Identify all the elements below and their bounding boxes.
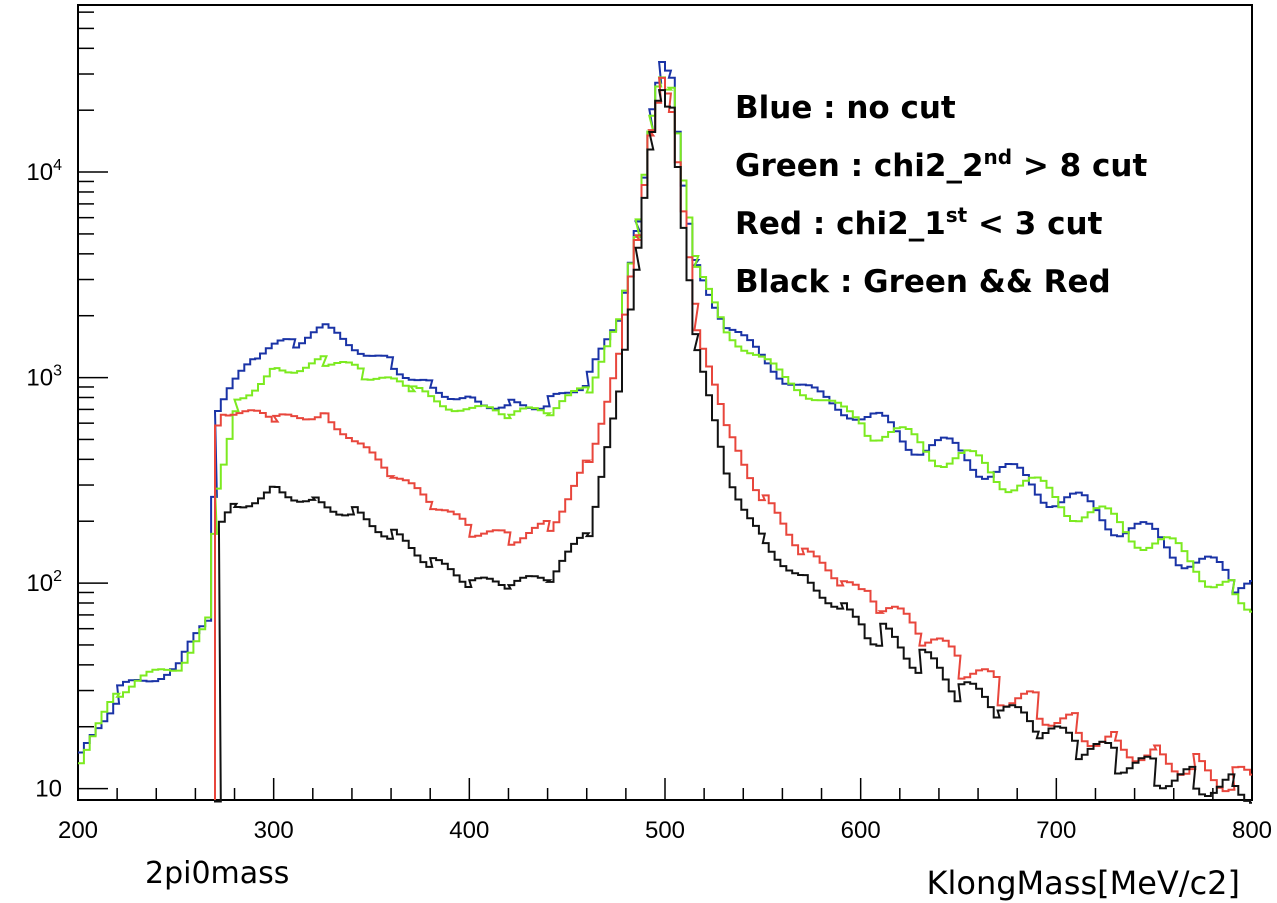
x-tick-label: 700 [1036, 817, 1076, 844]
x-tick-label: 600 [841, 817, 881, 844]
y-tick-label: 102 [26, 568, 62, 597]
legend-entry-green: Green : chi2_2nd > 8 cut [735, 145, 1147, 184]
axis-ticks [77, 11, 1253, 800]
y-tick-label: 104 [26, 157, 62, 186]
legend-entry-black: Black : Green && Red [735, 264, 1111, 300]
x-tick-label: 200 [58, 817, 98, 844]
series-red [214, 76, 1252, 800]
x-tick-label: 500 [645, 817, 685, 844]
series-layer [78, 61, 1252, 804]
legend: Blue : no cut Green : chi2_2nd > 8 cut Red… [735, 90, 1147, 300]
x-axis-label: KlongMass[MeV/c2] [927, 864, 1241, 902]
x-tick-label: 400 [449, 817, 489, 844]
y-tick-label: 103 [26, 363, 62, 392]
series-black [214, 89, 1252, 804]
legend-entry-blue: Blue : no cut [735, 90, 956, 126]
y-tick-label: 10 [35, 776, 62, 803]
legend-entry-red: Red : chi2_1st < 3 cut [735, 203, 1103, 242]
x-tick-label: 300 [254, 817, 294, 844]
x-tick-labels: 200 300 400 500 600 700 800 [58, 817, 1272, 844]
plot-frame [77, 4, 1253, 801]
series-blue [78, 61, 1252, 754]
annotation-label: 2pi0mass [145, 856, 289, 891]
x-tick-label: 800 [1232, 817, 1272, 844]
y-tick-labels: 10 102 103 104 [26, 157, 62, 803]
